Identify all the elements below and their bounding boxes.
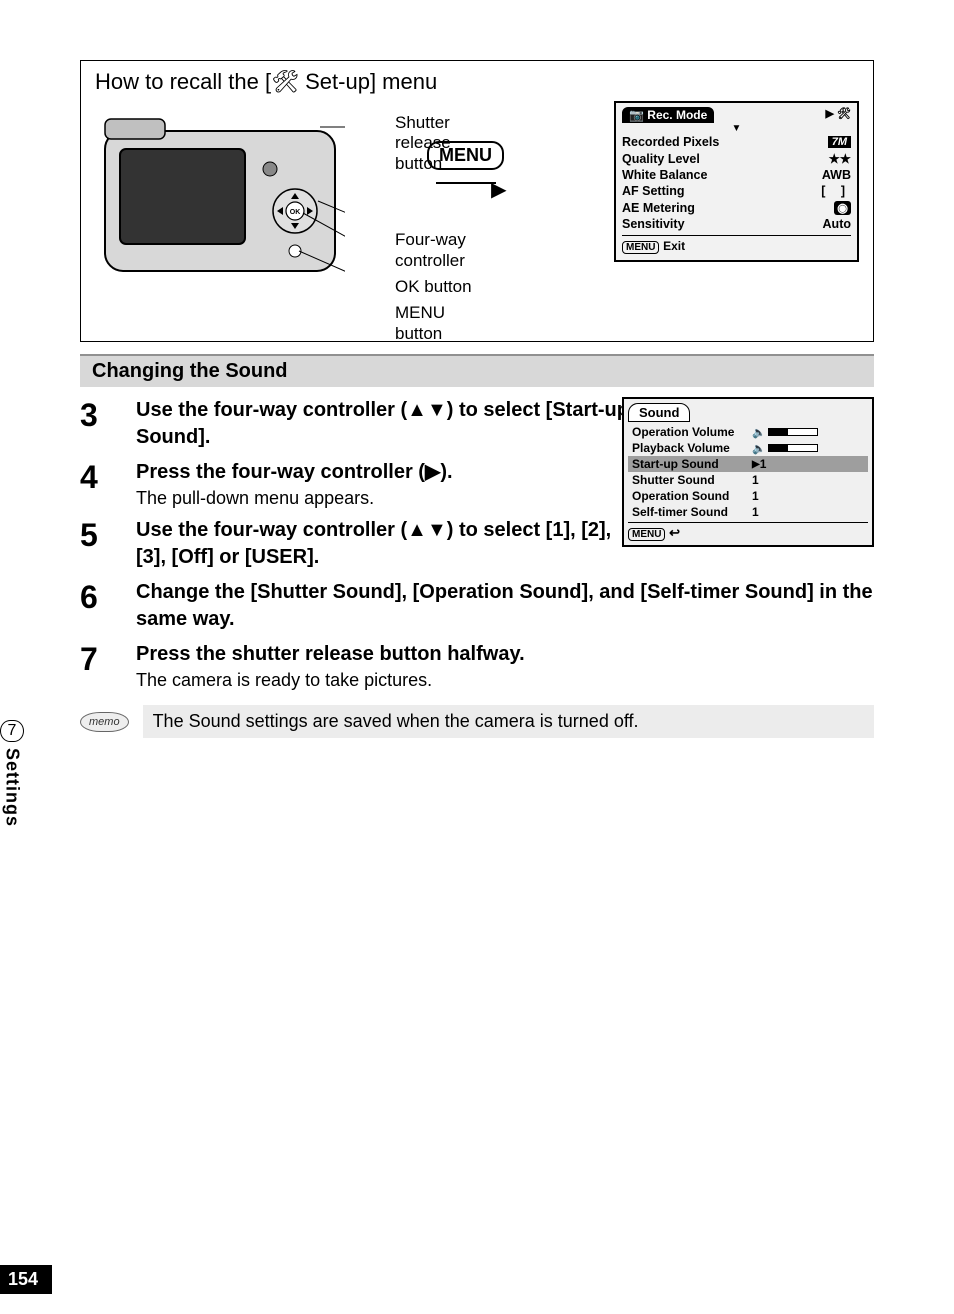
rec-mode-row: White BalanceAWB	[622, 167, 851, 183]
sound-row: Operation Volume🔈	[628, 424, 868, 440]
steps-container: 3 Use the four-way controller (▲▼) to sel…	[80, 397, 874, 691]
memo-row: memo The Sound settings are saved when t…	[80, 705, 874, 738]
step-main: Press the four-way controller (▶).	[136, 459, 646, 486]
step-number: 4	[80, 459, 120, 496]
step-main: Change the [Shutter Sound], [Operation S…	[136, 579, 874, 633]
callout-ok: OK button	[395, 277, 495, 297]
memo-icon: memo	[80, 712, 129, 732]
step-main: Use the four-way controller (▲▼) to sele…	[136, 517, 646, 571]
section-heading: Changing the Sound	[80, 354, 874, 387]
svg-text:OK: OK	[290, 209, 301, 216]
memo-text: The Sound settings are saved when the ca…	[143, 705, 874, 738]
sound-row: Self-timer Sound1	[628, 504, 868, 520]
tab-arrow-icon: ▶ 🛠	[716, 107, 851, 123]
rec-mode-screen: 📷 Rec. Mode ▶ 🛠 ▼ Recorded Pixels7MQuali…	[614, 101, 859, 262]
page-number: 154	[0, 1265, 52, 1294]
sound-row: Shutter Sound1	[628, 472, 868, 488]
rec-mode-row: SensitivityAuto	[622, 216, 851, 232]
callout-shutter: Shutter release button	[395, 113, 475, 174]
rec-mode-row: AE Metering◉	[622, 199, 851, 216]
recall-title-post: Set-up] menu	[299, 69, 437, 94]
step-main: Press the shutter release button halfway…	[136, 641, 874, 668]
rec-mode-row: Quality Level★★	[622, 150, 851, 167]
step-main: Use the four-way controller (▲▼) to sele…	[136, 397, 646, 451]
side-tab: 7 Settings	[0, 720, 24, 827]
rec-mode-tab: 📷 Rec. Mode	[622, 107, 714, 123]
step-number: 5	[80, 517, 120, 554]
return-arrow-icon: ↩	[669, 525, 680, 540]
step: 6 Change the [Shutter Sound], [Operation …	[80, 579, 874, 633]
camera-svg: OK	[95, 101, 345, 281]
side-tab-label: Settings	[2, 748, 23, 827]
rec-mode-row: Recorded Pixels7M	[622, 134, 851, 150]
recall-title: How to recall the [🛠 Set-up] menu	[95, 69, 859, 95]
wrench-icon: 🛠	[271, 69, 299, 94]
recall-title-pre: How to recall the [	[95, 69, 271, 94]
step-number: 6	[80, 579, 120, 616]
sound-screen: Sound Operation Volume🔈Playback Volume🔈S…	[622, 397, 874, 547]
side-tab-number: 7	[0, 720, 24, 742]
exit-label: Exit	[663, 239, 685, 253]
callout-fourway: Four-way controller	[395, 230, 495, 271]
step-number: 3	[80, 397, 120, 434]
arrow-right-icon: ▸	[491, 172, 505, 205]
step-sub: The pull-down menu appears.	[136, 488, 646, 509]
down-arrow-icon: ▼	[622, 123, 851, 134]
sound-row: Start-up Sound▶ 1	[628, 456, 868, 472]
step-number: 7	[80, 641, 120, 678]
rec-mode-row: AF Setting[ ]	[622, 183, 851, 199]
menu-btn-small: MENU	[622, 241, 659, 254]
sound-tab: Sound	[628, 403, 690, 422]
sound-row: Operation Sound1	[628, 488, 868, 504]
callout-menu: MENU button	[395, 303, 495, 344]
step: 7 Press the shutter release button halfwa…	[80, 641, 874, 691]
sound-menu-btn: MENU	[628, 528, 665, 541]
step-sub: The camera is ready to take pictures.	[136, 670, 874, 691]
sound-row: Playback Volume🔈	[628, 440, 868, 456]
camera-illustration: OK Shutter release button	[95, 101, 415, 321]
recall-box: How to recall the [🛠 Set-up] menu OK	[80, 60, 874, 342]
